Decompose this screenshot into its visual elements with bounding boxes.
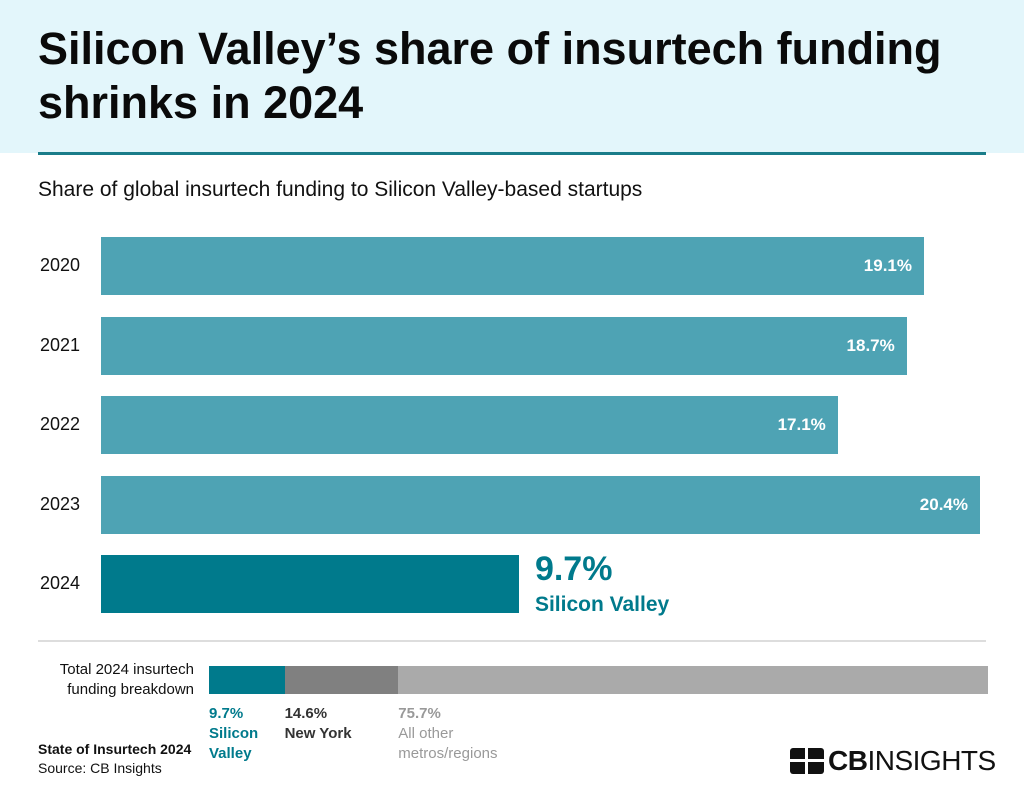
chart-subtitle: Share of global insurtech funding to Sil… — [38, 178, 643, 201]
data-label: 18.7% — [846, 335, 895, 355]
data-label: 9.7% — [534, 550, 613, 588]
report-name: State of Insurtech 2024 — [38, 741, 192, 757]
chart-title: Silicon Valley’s share of insurtech fund… — [38, 23, 942, 128]
divider — [38, 152, 986, 155]
y-tick-label: 2024 — [40, 573, 81, 593]
highlight-label: Silicon Valley — [534, 593, 670, 616]
y-tick-label: 2021 — [40, 334, 81, 355]
legend-entry: 9.7% Silicon Valley — [209, 705, 259, 762]
bar-2024 — [101, 555, 519, 613]
data-label: 17.1% — [777, 415, 826, 434]
y-tick-label: 2020 — [40, 255, 81, 275]
legend-entry: 14.6% New York — [284, 705, 352, 742]
segment-2 — [398, 666, 988, 694]
breakdown-label: Total 2024 insurtech funding breakdown — [59, 661, 194, 698]
y-tick-label: 2022 — [40, 414, 81, 434]
bar-2022: 17.1% — [101, 396, 838, 454]
cb-logo-icon — [790, 748, 824, 774]
data-label: 19.1% — [863, 256, 912, 275]
segment-0 — [209, 666, 285, 694]
legend-entry: 75.7% All other metros/regions — [398, 705, 498, 762]
divider — [38, 640, 986, 642]
bar-2021: 18.7% — [101, 316, 907, 375]
bar-2020: 19.1% — [101, 237, 924, 295]
segment-1 — [284, 666, 399, 694]
header-band — [0, 0, 1024, 153]
source: Source: CB Insights — [38, 760, 162, 776]
data-label: 20.4% — [919, 494, 968, 514]
y-tick-label: 2023 — [40, 493, 81, 514]
bar-2023: 20.4% — [101, 475, 980, 534]
cb-insights-logo: CB INSIGHTS — [790, 745, 996, 777]
